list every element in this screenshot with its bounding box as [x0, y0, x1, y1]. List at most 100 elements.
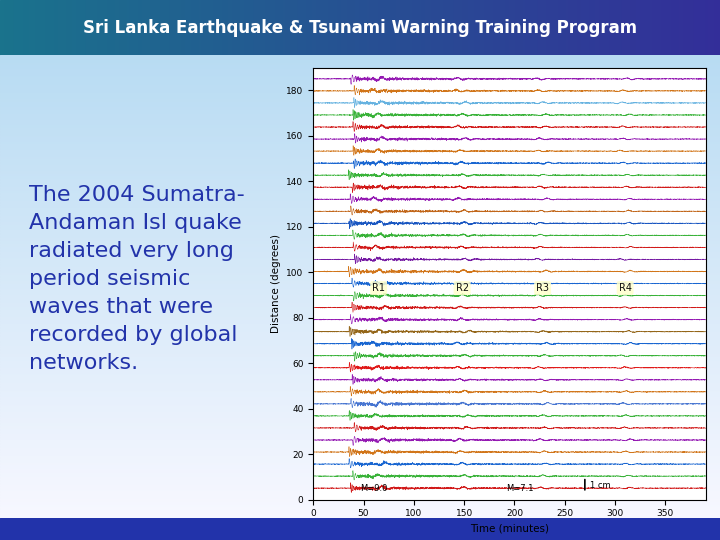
Bar: [0, 500, 720, 502]
Bar: [0, 278, 720, 279]
Bar: [0, 350, 720, 352]
Bar: [495, 0, 497, 55]
Bar: [0, 111, 720, 112]
Bar: [0, 506, 720, 508]
Bar: [542, 0, 545, 55]
Bar: [0, 512, 720, 514]
Bar: [590, 0, 593, 55]
Bar: [567, 0, 569, 55]
Bar: [0, 137, 720, 138]
Bar: [0, 73, 720, 75]
Bar: [0, 299, 720, 301]
Bar: [0, 55, 720, 57]
Bar: [360, 0, 362, 55]
Bar: [0, 444, 720, 446]
Bar: [0, 488, 720, 489]
Bar: [639, 0, 641, 55]
Bar: [0, 276, 720, 278]
Bar: [0, 226, 720, 228]
Bar: [0, 270, 720, 271]
Bar: [0, 259, 720, 260]
Bar: [0, 214, 720, 215]
Bar: [0, 438, 720, 440]
Bar: [653, 0, 655, 55]
Bar: [576, 0, 578, 55]
Bar: [351, 0, 353, 55]
Bar: [0, 200, 720, 202]
Bar: [0, 390, 720, 391]
Bar: [415, 0, 418, 55]
Bar: [319, 0, 322, 55]
Bar: [317, 0, 319, 55]
Bar: [718, 0, 720, 55]
Bar: [0, 80, 720, 82]
Bar: [257, 0, 259, 55]
Bar: [343, 0, 346, 55]
Bar: [0, 310, 720, 312]
Bar: [0, 478, 720, 480]
Bar: [202, 0, 204, 55]
Bar: [0, 446, 720, 447]
Bar: [0, 341, 720, 342]
Bar: [0, 293, 720, 294]
Bar: [418, 0, 420, 55]
Bar: [394, 0, 396, 55]
Bar: [0, 420, 720, 421]
Bar: [0, 366, 720, 367]
Bar: [0, 148, 720, 149]
Bar: [271, 0, 274, 55]
Bar: [0, 140, 720, 141]
Bar: [0, 120, 720, 122]
Bar: [0, 460, 720, 461]
Bar: [662, 0, 665, 55]
Bar: [0, 423, 720, 424]
Bar: [0, 127, 720, 129]
Bar: [0, 225, 720, 226]
Bar: [0, 392, 720, 393]
Bar: [0, 114, 720, 116]
Bar: [27, 0, 29, 55]
Bar: [99, 0, 101, 55]
Bar: [0, 284, 720, 285]
Bar: [0, 102, 720, 103]
Bar: [0, 361, 720, 362]
Bar: [655, 0, 657, 55]
Bar: [0, 72, 720, 73]
Bar: [0, 517, 720, 518]
Bar: [0, 313, 720, 314]
Bar: [0, 412, 720, 414]
Bar: [439, 0, 441, 55]
Bar: [41, 0, 43, 55]
Bar: [312, 0, 315, 55]
Bar: [142, 0, 144, 55]
Bar: [0, 91, 720, 92]
Bar: [0, 328, 720, 330]
Text: R1: R1: [372, 283, 385, 293]
Bar: [17, 0, 19, 55]
Bar: [0, 274, 720, 276]
Bar: [322, 0, 324, 55]
Bar: [19, 0, 22, 55]
Bar: [0, 312, 720, 313]
Bar: [135, 0, 137, 55]
Y-axis label: Distance (degrees): Distance (degrees): [271, 234, 281, 333]
Bar: [0, 464, 720, 466]
Bar: [0, 236, 720, 237]
Bar: [341, 0, 343, 55]
Bar: [197, 0, 199, 55]
Bar: [0, 347, 720, 348]
Bar: [0, 64, 720, 66]
Bar: [290, 0, 293, 55]
Bar: [0, 307, 720, 308]
Bar: [0, 369, 720, 370]
Bar: [0, 443, 720, 444]
Bar: [470, 0, 473, 55]
Bar: [0, 98, 720, 100]
Bar: [0, 384, 720, 386]
Bar: [0, 378, 720, 380]
Bar: [108, 0, 110, 55]
Bar: [146, 0, 149, 55]
Bar: [0, 301, 720, 302]
Bar: [0, 89, 720, 91]
Bar: [660, 0, 662, 55]
